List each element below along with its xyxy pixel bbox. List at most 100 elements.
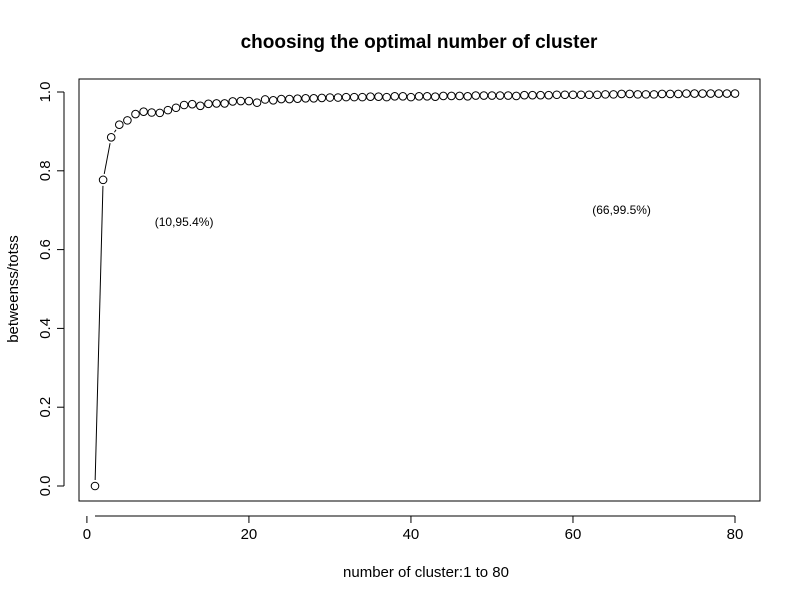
data-point xyxy=(285,94,294,104)
x-tick-label: 20 xyxy=(241,526,258,543)
y-tick-label: 0.6 xyxy=(37,239,54,260)
y-tick-label: 0.4 xyxy=(37,318,54,339)
data-point xyxy=(430,92,440,102)
data-point xyxy=(601,90,610,99)
data-point xyxy=(641,90,651,99)
data-point xyxy=(374,92,383,102)
data-point xyxy=(163,105,173,115)
data-point xyxy=(690,89,699,98)
data-point xyxy=(722,89,732,98)
data-point xyxy=(406,92,416,102)
data-point xyxy=(649,90,659,99)
x-tick-label: 80 xyxy=(727,526,744,543)
data-point xyxy=(447,91,456,101)
data-point xyxy=(479,91,489,100)
data-point xyxy=(487,91,497,100)
y-axis-title: betweenss/totss xyxy=(5,235,22,343)
data-point xyxy=(414,92,424,101)
data-point xyxy=(390,92,400,101)
data-point xyxy=(633,90,643,99)
data-point xyxy=(560,90,570,100)
y-tick-label: 1.0 xyxy=(37,82,54,103)
data-point xyxy=(495,91,505,100)
data-point xyxy=(730,89,740,98)
data-point xyxy=(609,90,618,99)
data-point xyxy=(568,90,578,100)
data-point xyxy=(309,94,319,103)
data-point xyxy=(260,95,270,104)
data-point xyxy=(123,116,132,125)
data-point xyxy=(293,94,302,103)
series-segment xyxy=(103,143,111,175)
data-point xyxy=(576,90,586,100)
data-point xyxy=(301,94,310,103)
y-tick-label: 0.2 xyxy=(37,397,54,418)
data-point xyxy=(106,133,116,142)
data-point xyxy=(277,94,286,104)
data-point xyxy=(220,99,229,108)
data-point xyxy=(528,90,537,100)
data-point xyxy=(455,91,464,101)
chart-title: choosing the optimal number of cluster xyxy=(241,32,598,53)
y-tick-label: 0.0 xyxy=(37,476,54,497)
data-point xyxy=(584,90,594,100)
x-axis: 0 20 40 60 80 xyxy=(83,515,744,543)
data-point xyxy=(147,108,157,117)
data-point xyxy=(98,175,108,185)
data-point xyxy=(155,108,165,118)
data-point xyxy=(179,100,189,110)
data-point xyxy=(471,91,481,100)
annotation-label: (66,99.5%) xyxy=(592,203,651,217)
data-point xyxy=(358,92,367,102)
data-point xyxy=(544,90,553,100)
data-point xyxy=(398,92,408,101)
data-point xyxy=(592,90,602,100)
data-point xyxy=(366,92,375,102)
data-point xyxy=(341,92,351,102)
data-point xyxy=(625,89,634,99)
data-point xyxy=(422,92,432,101)
data-point xyxy=(187,99,197,109)
data-point xyxy=(196,101,205,111)
data-point xyxy=(706,89,715,98)
data-point xyxy=(90,481,100,491)
data-point xyxy=(503,91,513,100)
data-point xyxy=(236,96,246,106)
data-point xyxy=(520,90,529,100)
data-point xyxy=(171,103,181,113)
x-tick-label: 60 xyxy=(565,526,582,543)
data-point xyxy=(673,89,683,99)
data-point xyxy=(617,89,626,99)
data-point xyxy=(131,109,140,119)
data-point xyxy=(511,91,521,101)
data-point xyxy=(333,93,343,102)
data-point xyxy=(268,95,278,105)
data-point xyxy=(439,91,448,101)
data-point xyxy=(552,90,562,100)
x-tick-label: 0 xyxy=(83,526,91,543)
data-point xyxy=(244,96,254,106)
data-series xyxy=(90,89,740,491)
y-tick-label: 0.8 xyxy=(37,160,54,181)
data-point xyxy=(657,89,667,99)
data-point xyxy=(325,93,335,102)
data-point xyxy=(204,99,213,109)
data-point xyxy=(252,98,262,107)
y-axis: 0.0 0.2 0.4 0.6 0.8 1.0 xyxy=(37,82,65,497)
data-point xyxy=(682,89,691,98)
x-axis-title: number of cluster:1 to 80 xyxy=(343,564,509,581)
series-segment xyxy=(114,129,117,133)
data-point xyxy=(349,92,359,102)
data-point xyxy=(698,89,707,98)
data-point xyxy=(382,92,391,102)
series-segment xyxy=(94,185,104,481)
data-point xyxy=(536,90,545,100)
data-point xyxy=(139,107,148,116)
data-point xyxy=(714,89,724,98)
annotation-label: (10,95.4%) xyxy=(155,215,214,229)
data-point xyxy=(463,92,472,101)
annotations: (10,95.4%) (66,99.5%) xyxy=(155,203,651,229)
data-point xyxy=(665,89,675,99)
data-point xyxy=(317,93,327,103)
